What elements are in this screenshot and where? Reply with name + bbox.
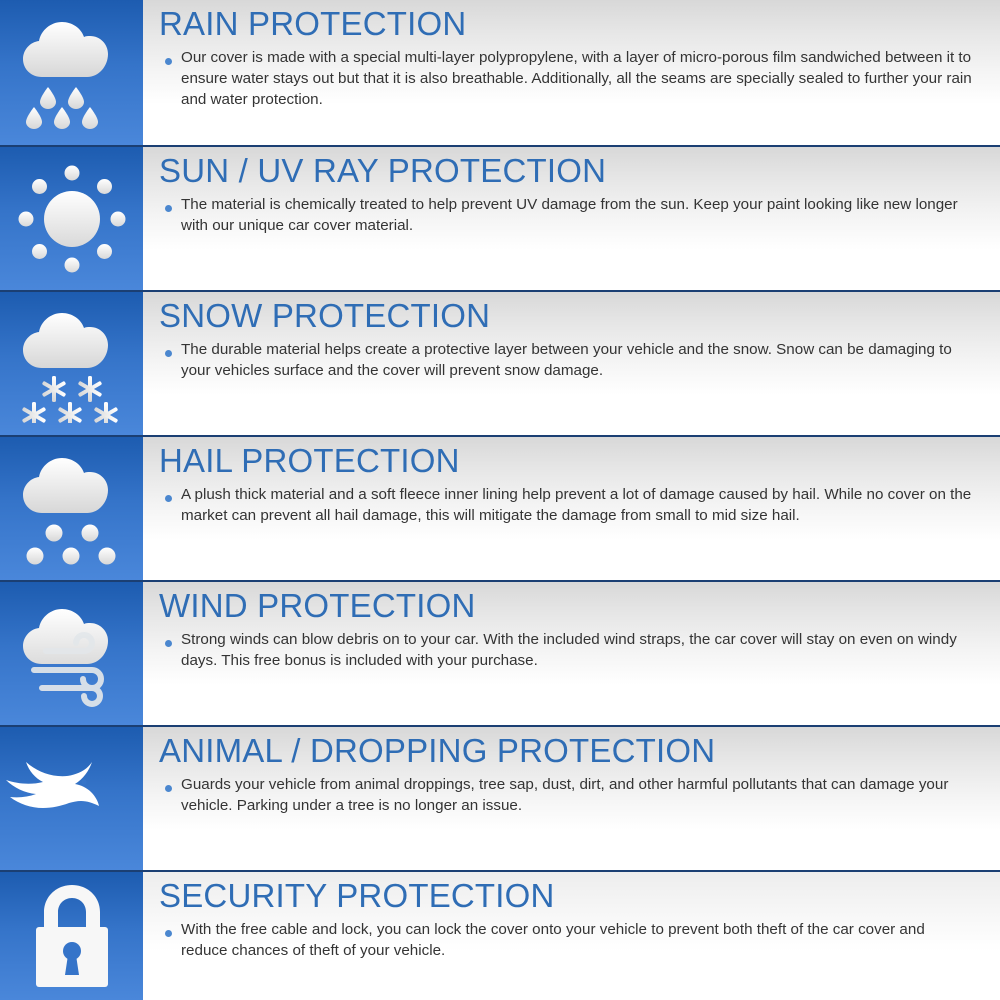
bullet-item-security: With the free cable and lock, you can lo… [157,919,982,961]
flying-bird-icon [4,746,139,851]
icon-tile-rain [0,0,143,145]
snow-cloud-icon [12,305,132,423]
feature-description-sun: The material is chemically treated to he… [181,196,958,234]
bullet-dot-icon [165,350,172,357]
wind-cloud-icon [12,596,132,711]
bullet-dot-icon [165,785,172,792]
content-hail: HAIL PROTECTION A plush thick material a… [143,437,1000,580]
icon-tile-wind [0,582,143,725]
bullet-item-rain: Our cover is made with a special multi-l… [157,47,982,110]
content-security: SECURITY PROTECTION With the free cable … [143,872,1000,1000]
icon-tile-animal [0,727,143,870]
feature-description-security: With the free cable and lock, you can lo… [181,921,925,959]
bullet-dot-icon [165,930,172,937]
feature-section-hail: HAIL PROTECTION A plush thick material a… [0,435,1000,580]
feature-description-snow: The durable material helps create a prot… [181,341,952,379]
feature-title-animal: ANIMAL / DROPPING PROTECTION [159,732,716,769]
icon-tile-security [0,872,143,1000]
sun-icon [13,160,131,278]
icon-tile-sun [0,147,143,290]
feature-title-hail: HAIL PROTECTION [159,442,460,479]
bullet-item-animal: Guards your vehicle from animal dropping… [157,774,982,816]
bullet-item-sun: The material is chemically treated to he… [157,194,982,236]
feature-section-rain: RAIN PROTECTION Our cover is made with a… [0,0,1000,145]
content-animal: ANIMAL / DROPPING PROTECTION Guards your… [143,727,1000,870]
feature-title-wind: WIND PROTECTION [159,587,476,624]
icon-tile-snow [0,292,143,435]
icon-tile-hail [0,437,143,580]
bullet-dot-icon [165,205,172,212]
content-rain: RAIN PROTECTION Our cover is made with a… [143,0,1000,145]
feature-title-rain: RAIN PROTECTION [159,5,467,42]
content-wind: WIND PROTECTION Strong winds can blow de… [143,582,1000,725]
feature-title-security: SECURITY PROTECTION [159,877,555,914]
content-snow: SNOW PROTECTION The durable material hel… [143,292,1000,435]
rain-cloud-icon [12,14,132,132]
bullet-item-wind: Strong winds can blow debris on to your … [157,629,982,671]
feature-description-hail: A plush thick material and a soft fleece… [181,486,972,524]
bullet-dot-icon [165,640,172,647]
feature-description-wind: Strong winds can blow debris on to your … [181,631,957,669]
feature-title-snow: SNOW PROTECTION [159,297,491,334]
content-sun: SUN / UV RAY PROTECTION The material is … [143,147,1000,290]
padlock-icon [22,881,122,991]
bullet-dot-icon [165,58,172,65]
feature-section-security: SECURITY PROTECTION With the free cable … [0,870,1000,1000]
feature-section-snow: SNOW PROTECTION The durable material hel… [0,290,1000,435]
feature-section-wind: WIND PROTECTION Strong winds can blow de… [0,580,1000,725]
bullet-dot-icon [165,495,172,502]
bullet-item-snow: The durable material helps create a prot… [157,339,982,381]
feature-description-animal: Guards your vehicle from animal dropping… [181,776,949,814]
bullet-item-hail: A plush thick material and a soft fleece… [157,484,982,526]
feature-description-rain: Our cover is made with a special multi-l… [181,49,972,108]
feature-section-sun: SUN / UV RAY PROTECTION The material is … [0,145,1000,290]
feature-section-animal: ANIMAL / DROPPING PROTECTION Guards your… [0,725,1000,870]
feature-title-sun: SUN / UV RAY PROTECTION [159,152,607,189]
hail-cloud-icon [12,450,132,568]
